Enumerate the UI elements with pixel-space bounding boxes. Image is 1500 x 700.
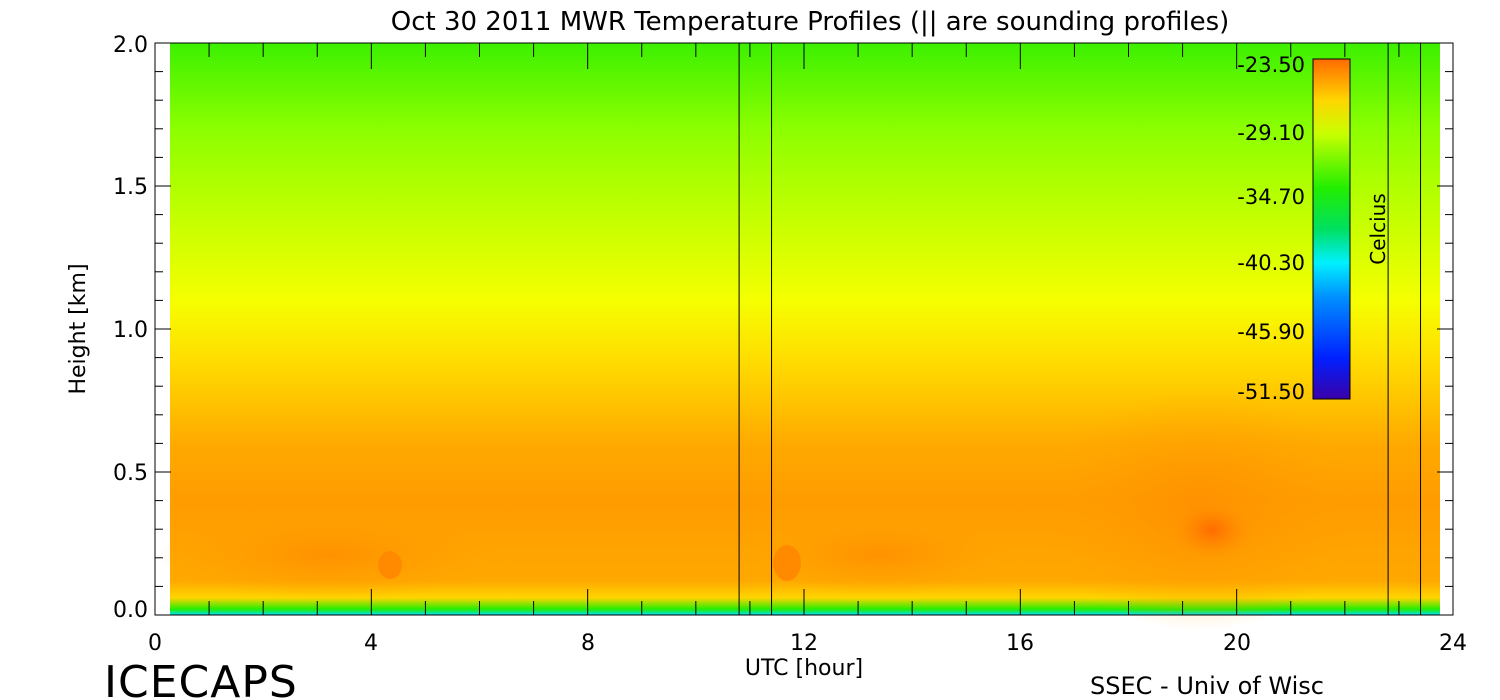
footer-credit: SSEC - Univ of Wisc [1090,672,1324,700]
x-tick-label: 24 [1439,631,1467,656]
colorbar-tick-label: -40.30 [1237,251,1305,275]
x-tick-label: 0 [148,631,162,656]
colorbar-tick-label: -23.50 [1237,53,1305,77]
colorbar: -23.50 -29.10 -34.70 -40.30 -45.90 -51.5… [1237,53,1390,404]
x-tick-label: 16 [1006,631,1034,656]
colorbar-scale [1312,58,1351,400]
warm-band-left [160,510,500,600]
x-tick-label: 20 [1223,631,1251,656]
colorbar-tick-label: -34.70 [1237,185,1305,209]
sounding-lines [738,43,1422,615]
footer-logo-text: ICECAPS [104,657,298,700]
y-tick-label: 2.0 [113,33,148,58]
warm-band-mid [750,515,1010,595]
y-tick-labels: 0.0 0.5 1.0 1.5 2.0 [113,33,148,623]
y-tick-label: 0.0 [113,598,148,623]
heatmap-field [160,43,1440,630]
colorbar-label: Celcius [1366,193,1390,264]
chart-title: Oct 30 2011 MWR Temperature Profiles (||… [391,7,1230,37]
y-axis-label: Height [km] [66,263,91,394]
y-tick-label: 1.0 [113,318,148,343]
x-tick-label: 12 [790,631,818,656]
x-tick-label: 8 [581,631,595,656]
colorbar-tick-label: -45.90 [1237,320,1305,344]
colorbar-tick-label: -29.10 [1237,121,1305,145]
y-tick-label: 1.5 [113,175,148,200]
axis-ticks [154,42,1454,616]
y-tick-label: 0.5 [113,461,148,486]
colorbar-tick-label: -51.50 [1237,380,1305,404]
x-tick-labels: 0 4 8 12 16 20 24 [148,631,1467,656]
warm-spot [773,545,801,581]
x-axis-label: UTC [hour] [745,656,863,681]
warm-spot [378,551,402,579]
x-tick-label: 4 [364,631,378,656]
warm-core [1167,498,1257,562]
